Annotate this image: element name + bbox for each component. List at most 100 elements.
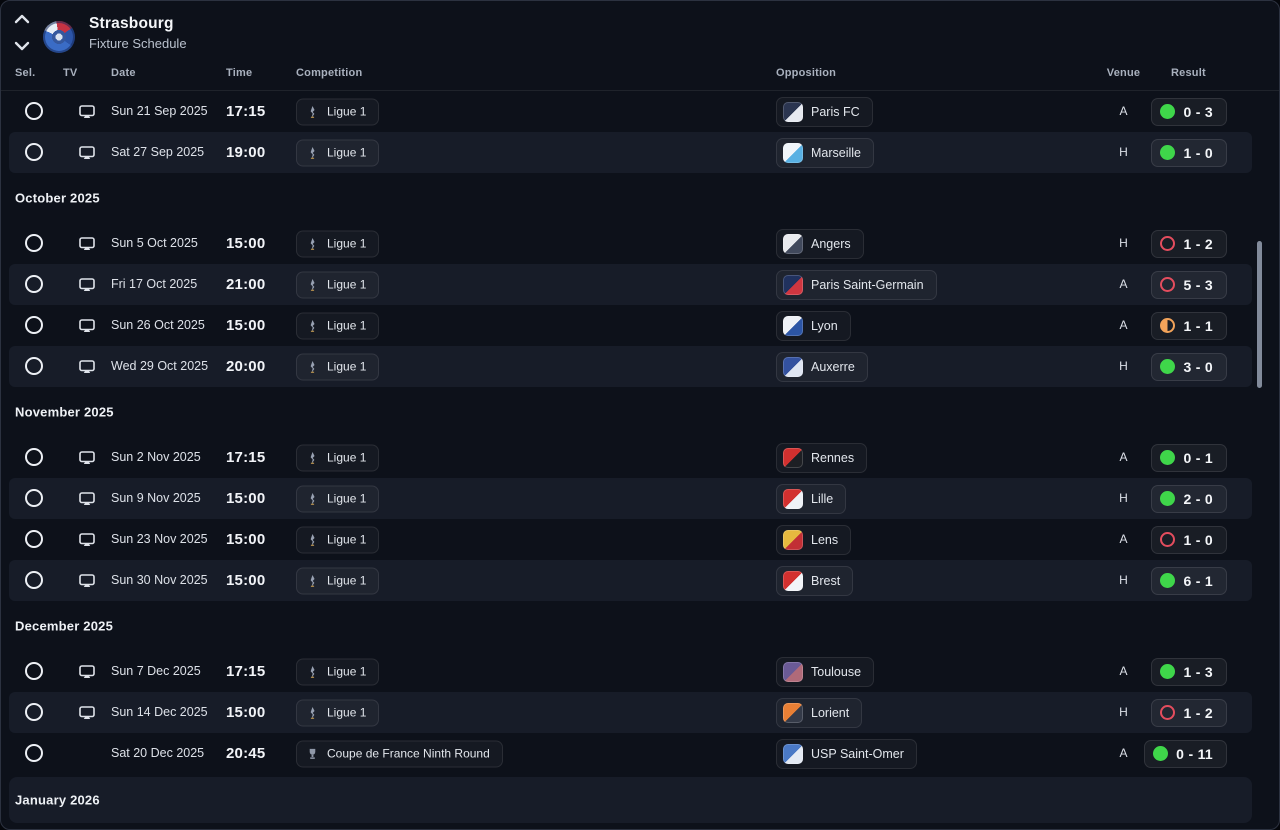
opposition-label: Lyon: [811, 318, 838, 333]
select-radio[interactable]: [25, 143, 43, 161]
select-radio[interactable]: [25, 744, 43, 762]
competition-icon: [306, 237, 319, 250]
column-header-opposition: Opposition: [776, 67, 837, 79]
competition-chip: Ligue 1: [296, 353, 380, 380]
tv-icon: [79, 492, 95, 506]
competition-chip: Ligue 1: [296, 139, 380, 166]
result-indicator: [1160, 664, 1176, 679]
tv-icon: [79, 360, 95, 374]
club-crest-icon: [783, 661, 803, 682]
fixture-time: 15:00: [226, 235, 266, 252]
fixture-date: Sun 30 Nov 2025: [111, 573, 208, 587]
fixture-row[interactable]: Sun 23 Nov 2025 15:00 Ligue 1 Lens A 1 -…: [1, 519, 1279, 560]
select-radio[interactable]: [25, 102, 43, 120]
fixture-date: Sun 21 Sep 2025: [111, 104, 208, 118]
competition-label: Ligue 1: [327, 450, 367, 465]
column-header-competition: Competition: [296, 67, 363, 79]
select-radio[interactable]: [25, 357, 43, 375]
venue: A: [1119, 450, 1128, 464]
column-header-tv: TV: [63, 67, 78, 79]
competition-chip: Ligue 1: [296, 312, 380, 339]
competition-icon: [306, 533, 319, 546]
opposition-chip: Lorient: [776, 697, 863, 728]
column-header-venue: Venue: [1106, 67, 1141, 79]
club-crest-icon: [783, 142, 803, 163]
opposition-label: Rennes: [811, 450, 855, 465]
column-header-date: Date: [111, 67, 136, 79]
opposition-chip: Marseille: [776, 137, 875, 168]
result-pill: 1 - 0: [1151, 525, 1227, 554]
competition-icon: [306, 451, 319, 464]
select-radio[interactable]: [25, 316, 43, 334]
fixture-time: 20:45: [226, 745, 266, 762]
fixture-time: 15:00: [226, 490, 266, 507]
result-pill: 1 - 3: [1151, 657, 1227, 686]
select-radio[interactable]: [25, 530, 43, 548]
fixture-row[interactable]: Sun 9 Nov 2025 15:00 Ligue 1 Lille H 2 -…: [1, 478, 1279, 519]
venue: A: [1119, 104, 1128, 118]
fixture-row[interactable]: Sat 27 Sep 2025 19:00 Ligue 1 Marseille …: [1, 132, 1279, 173]
fixture-row[interactable]: Sun 7 Dec 2025 17:15 Ligue 1 Toulouse A …: [1, 651, 1279, 692]
club-logo: [43, 21, 75, 53]
fixture-row[interactable]: Sun 14 Dec 2025 15:00 Ligue 1 Lorient H …: [1, 692, 1279, 733]
competition-icon: [306, 319, 319, 332]
club-crest-icon: [783, 570, 803, 591]
fixture-row[interactable]: Sun 5 Oct 2025 15:00 Ligue 1 Angers H 1 …: [1, 223, 1279, 264]
month-section-header: January 2026: [9, 777, 1252, 823]
select-radio[interactable]: [25, 448, 43, 466]
result-indicator: [1160, 573, 1176, 588]
venue: H: [1119, 236, 1128, 250]
score: 1 - 0: [1183, 531, 1213, 548]
competition-icon: [306, 574, 319, 587]
result-indicator: [1160, 705, 1176, 720]
fixture-row[interactable]: Wed 29 Oct 2025 20:00 Ligue 1 Auxerre H …: [1, 346, 1279, 387]
venue: H: [1119, 573, 1128, 587]
scrollbar-thumb[interactable]: [1257, 241, 1262, 388]
page-subtitle: Fixture Schedule: [89, 36, 187, 51]
select-radio[interactable]: [25, 571, 43, 589]
chevron-down-icon[interactable]: [14, 38, 32, 54]
club-crest-icon: [783, 233, 803, 254]
select-radio[interactable]: [25, 662, 43, 680]
fixture-time: 19:00: [226, 144, 266, 161]
fixture-date: Sat 27 Sep 2025: [111, 145, 205, 159]
score: 3 - 0: [1183, 358, 1213, 375]
club-crest-icon: [783, 743, 803, 764]
select-radio[interactable]: [25, 275, 43, 293]
select-radio[interactable]: [25, 489, 43, 507]
competition-label: Ligue 1: [327, 359, 367, 374]
club-crest-icon: [783, 315, 803, 336]
competition-icon: [306, 146, 319, 159]
tv-icon: [79, 146, 95, 160]
competition-label: Ligue 1: [327, 236, 367, 251]
club-crest-icon: [783, 274, 803, 295]
fixture-date: Wed 29 Oct 2025: [111, 359, 209, 373]
result-pill: 0 - 1: [1151, 443, 1227, 472]
fixture-row[interactable]: Sat 20 Dec 2025 20:45 Coupe de France Ni…: [1, 733, 1279, 774]
select-radio[interactable]: [25, 234, 43, 252]
competition-chip: Ligue 1: [296, 98, 380, 125]
month-section-header: November 2025: [1, 387, 1279, 437]
select-radio[interactable]: [25, 703, 43, 721]
competition-icon: [306, 105, 319, 118]
competition-chip: Ligue 1: [296, 485, 380, 512]
fixture-row[interactable]: Sun 21 Sep 2025 17:15 Ligue 1 Paris FC A…: [1, 91, 1279, 132]
fixture-time: 21:00: [226, 276, 266, 293]
opposition-label: Lille: [811, 491, 834, 506]
result-indicator: [1160, 450, 1176, 465]
venue: A: [1119, 746, 1128, 760]
fixture-row[interactable]: Sun 30 Nov 2025 15:00 Ligue 1 Brest H 6 …: [1, 560, 1279, 601]
tv-icon: [79, 237, 95, 251]
header-bar: Strasbourg Fixture Schedule: [1, 1, 1279, 63]
fixture-row[interactable]: Fri 17 Oct 2025 21:00 Ligue 1 Paris Sain…: [1, 264, 1279, 305]
competition-icon: [306, 360, 319, 373]
opposition-label: Auxerre: [811, 359, 855, 374]
month-section-header: October 2025: [1, 173, 1279, 223]
venue: A: [1119, 318, 1128, 332]
fixture-row[interactable]: Sun 26 Oct 2025 15:00 Ligue 1 Lyon A 1 -…: [1, 305, 1279, 346]
fixture-date: Fri 17 Oct 2025: [111, 277, 198, 291]
chevron-up-icon[interactable]: [14, 11, 32, 27]
opposition-label: Lens: [811, 532, 839, 547]
fixture-row[interactable]: Sun 2 Nov 2025 17:15 Ligue 1 Rennes A 0 …: [1, 437, 1279, 478]
